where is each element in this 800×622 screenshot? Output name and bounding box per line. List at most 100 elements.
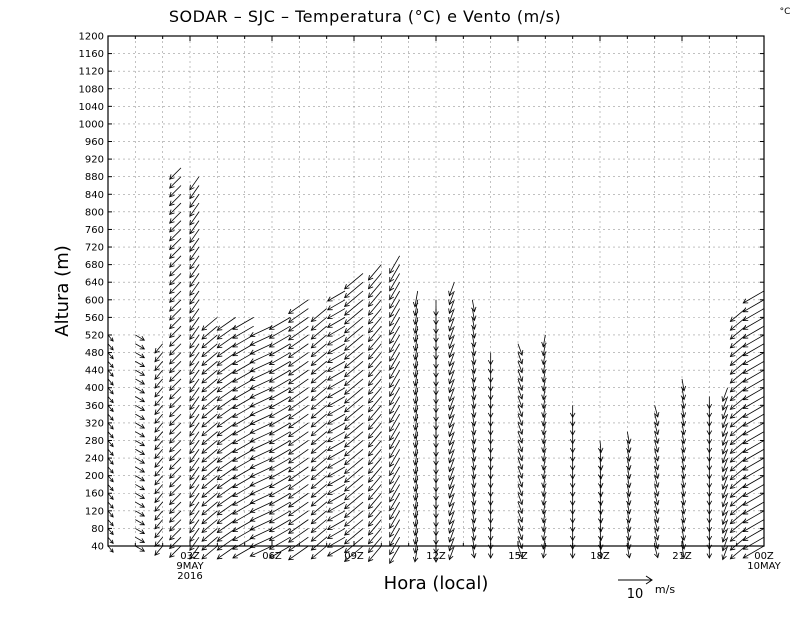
wind-vector-head [471, 508, 477, 515]
wind-vector-head [310, 351, 317, 358]
wind-vector-head [412, 442, 419, 449]
wind-vector-head [169, 323, 175, 330]
wind-vector-head [201, 351, 207, 358]
wind-vector [311, 457, 327, 472]
wind-vector-head [310, 378, 317, 384]
wind-vector [414, 352, 419, 369]
wind-vector [471, 484, 475, 497]
wind-vector [311, 361, 327, 375]
wind-vector [201, 466, 218, 481]
y-tick-label: 160 [85, 489, 104, 500]
wind-vector-head [487, 527, 494, 533]
wind-vector [311, 492, 327, 507]
wind-vector-head [448, 440, 454, 447]
wind-vector [232, 317, 254, 330]
wind-vector-head [680, 465, 687, 471]
wind-vector [269, 431, 291, 445]
wind-vector-head [343, 547, 350, 554]
wind-vector-head [625, 438, 632, 445]
wind-vector-head [139, 503, 146, 508]
wind-vector-head [139, 432, 146, 438]
wind-vector [288, 299, 309, 314]
wind-vector-head [109, 486, 114, 492]
wind-vector-head [249, 525, 256, 531]
wind-vector-head [412, 345, 419, 352]
wind-vector [169, 519, 182, 532]
wind-vector [368, 501, 382, 518]
wind-vector [743, 492, 765, 506]
wind-vector [135, 334, 145, 341]
wind-vector [542, 466, 546, 479]
wind-vector-head [326, 542, 333, 548]
wind-vector [232, 510, 254, 524]
wind-vector [449, 396, 455, 411]
wind-vector [368, 431, 382, 448]
wind-vector-head [139, 397, 146, 403]
wind-vector [368, 466, 382, 483]
wind-vector-head [412, 548, 419, 554]
wind-vector-head [518, 376, 524, 383]
wind-vector [471, 414, 475, 426]
wind-vector [269, 396, 291, 409]
wind-vector [681, 396, 685, 409]
wind-vector [368, 387, 382, 404]
wind-vector-head [169, 534, 175, 541]
wind-vector-head [412, 416, 419, 422]
wind-vector-head [412, 521, 419, 528]
wind-vector [288, 457, 309, 473]
wind-vector [189, 431, 200, 446]
wind-vector [730, 343, 746, 357]
wind-vector-head [343, 539, 350, 545]
wind-vector-head [518, 446, 524, 453]
wind-vector-head [569, 447, 576, 454]
wind-vector-head [412, 468, 419, 475]
wind-vector-head [518, 420, 524, 427]
wind-vector-head [389, 487, 395, 494]
wind-vector [368, 290, 382, 307]
wind-vector [327, 431, 346, 443]
wind-vector [217, 431, 236, 445]
wind-vector-head [109, 390, 114, 395]
wind-vector [107, 492, 114, 500]
wind-vector-head [343, 354, 350, 360]
wind-vector-head [729, 536, 736, 542]
wind-vector [250, 440, 273, 451]
wind-vector [311, 501, 327, 516]
wind-vector [743, 484, 765, 497]
wind-vector [389, 273, 400, 291]
wind-vector-head [189, 246, 195, 253]
wind-vector [389, 431, 400, 450]
wind-vector-head [448, 492, 454, 499]
wind-vector [389, 378, 400, 397]
chart-title: SODAR – SJC – Temperatura (°C) e Vento (… [169, 7, 561, 26]
wind-vector-head [216, 325, 223, 331]
wind-vector [626, 475, 630, 488]
wind-vector-head [680, 508, 687, 515]
wind-vector-head [721, 405, 727, 411]
wind-vector-head [389, 417, 395, 424]
wind-vector [730, 422, 746, 437]
wind-vector [154, 369, 163, 380]
wind-vector-head [216, 510, 223, 516]
wind-vector-head [232, 535, 238, 541]
wind-vector [169, 185, 182, 198]
wind-vector-head [471, 403, 477, 410]
y-tick-label: 280 [85, 436, 104, 447]
wind-vector [681, 510, 685, 523]
wind-vector-head [310, 369, 317, 375]
wind-vector-head [680, 535, 687, 542]
wind-vector [542, 510, 546, 523]
wind-vector-head [288, 493, 294, 499]
wind-vector [217, 501, 236, 516]
wind-vector [327, 466, 346, 478]
wind-vector-head [367, 292, 374, 299]
wind-vector [154, 466, 163, 477]
wind-vector-head [249, 455, 256, 461]
y-tick-label: 640 [85, 278, 104, 289]
wind-vector-head [169, 429, 175, 435]
wind-vector-head [189, 536, 195, 543]
wind-vector-head [249, 367, 256, 373]
wind-vector-head [201, 474, 207, 481]
wind-vector [368, 325, 382, 342]
wind-vector [654, 493, 659, 505]
